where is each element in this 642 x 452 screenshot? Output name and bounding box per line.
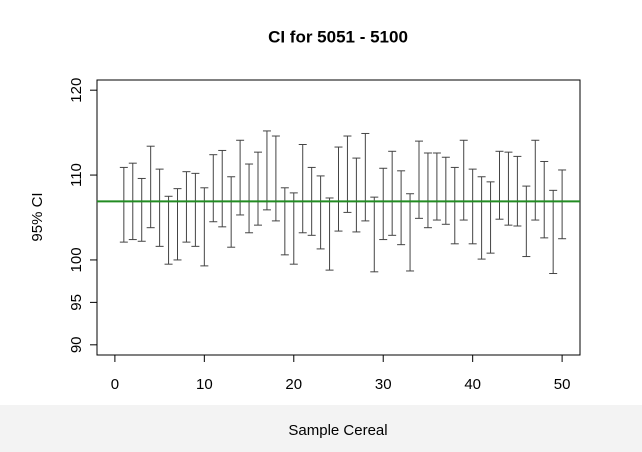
y-tick-label: 110 [68,163,85,187]
y-tick-label: 90 [68,336,85,353]
x-tick-label: 10 [196,376,213,393]
plot-frame [96,79,581,356]
x-tick-label: 30 [375,376,392,393]
y-tick-label: 120 [68,78,85,103]
x-tick-label: 20 [285,376,302,393]
x-tick-label: 0 [111,376,119,393]
y-tick-label: 100 [68,247,85,272]
x-axis-label: Sample Cereal [288,422,387,439]
y-tick-label: 95 [68,294,85,311]
y-axis-label: 95% CI [29,192,46,241]
chart-title: CI for 5051 - 5100 [268,27,408,46]
x-tick-label: 40 [464,376,481,393]
footer-band [0,405,642,452]
x-tick-label: 50 [554,376,571,393]
